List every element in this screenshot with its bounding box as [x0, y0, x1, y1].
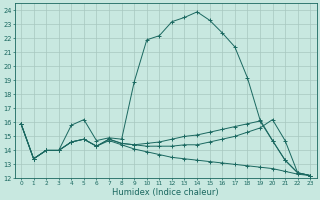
X-axis label: Humidex (Indice chaleur): Humidex (Indice chaleur) — [112, 188, 219, 197]
